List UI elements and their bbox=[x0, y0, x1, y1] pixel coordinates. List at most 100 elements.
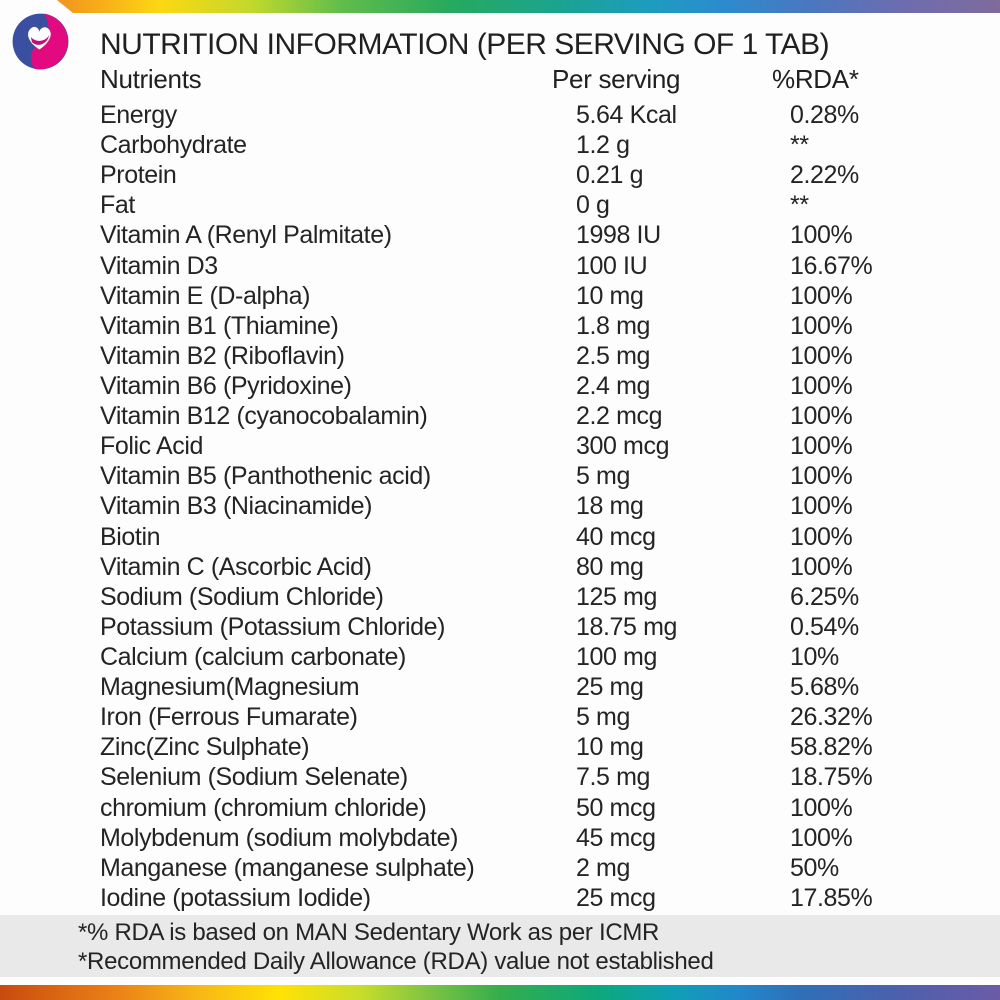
table-row: Vitamin D3 100 IU 16.67% bbox=[100, 251, 900, 280]
nutrient-name: Manganese (manganese sulphate) bbox=[100, 853, 475, 882]
table-row: Carbohydrate 1.2 g ** bbox=[100, 131, 900, 160]
rainbow-top-bar bbox=[57, 0, 1000, 13]
col-header-rda: %RDA* bbox=[772, 64, 859, 94]
nutrient-rda: 6.25% bbox=[790, 582, 859, 611]
nutrient-amount: 100 IU bbox=[576, 251, 648, 280]
nutrient-name: Energy bbox=[100, 101, 177, 129]
table-row: Magnesium(Magnesium 25 mg 5.68% bbox=[100, 673, 900, 702]
nutrient-name: Vitamin B6 (Pyridoxine) bbox=[100, 371, 352, 400]
nutrient-amount: 2.5 mg bbox=[576, 341, 651, 370]
nutrient-amount: 1.8 mg bbox=[576, 311, 651, 340]
nutrient-name: Vitamin B5 (Panthothenic acid) bbox=[100, 462, 431, 491]
table-row: Vitamin B12 (cyanocobalamin) 2.2 mcg 100% bbox=[100, 402, 900, 431]
nutrient-rda: 100% bbox=[790, 281, 853, 310]
nutrient-rda: 18.75% bbox=[790, 763, 873, 792]
nutrient-name: Zinc(Zinc Sulphate) bbox=[100, 733, 310, 762]
col-header-nutrients: Nutrients bbox=[100, 64, 202, 94]
nutrient-amount: 1.2 g bbox=[576, 131, 630, 160]
nutrient-rda: 100% bbox=[790, 432, 853, 461]
nutrient-rda: 26.32% bbox=[790, 703, 873, 732]
nutrient-rda: 17.85% bbox=[790, 883, 873, 912]
nutrient-rda: 10% bbox=[790, 642, 839, 671]
nutrient-amount: 2.2 mcg bbox=[576, 402, 663, 431]
table-row: Iodine (potassium Iodide) 25 mcg 17.85% bbox=[100, 883, 900, 912]
table-row: Energy 5.64 Kcal 0.28% bbox=[100, 101, 900, 129]
nutrient-name: Vitamin B2 (Riboflavin) bbox=[100, 341, 345, 370]
footnote-rda-basis: *% RDA is based on MAN Sedentary Work as… bbox=[78, 919, 660, 946]
table-row: Folic Acid 300 mcg 100% bbox=[100, 432, 900, 461]
table-row: Vitamin C (Ascorbic Acid) 80 mg 100% bbox=[100, 552, 900, 581]
nutrient-rda: 100% bbox=[790, 793, 853, 822]
table-row: Zinc(Zinc Sulphate) 10 mg 58.82% bbox=[100, 733, 900, 762]
nutrient-name: Vitamin B3 (Niacinamide) bbox=[100, 492, 372, 521]
rainbow-bottom-bar bbox=[0, 985, 1000, 1000]
nutrient-rda: 100% bbox=[790, 492, 853, 521]
nutrient-rda: 100% bbox=[790, 462, 853, 491]
nutrient-amount: 50 mcg bbox=[576, 793, 656, 822]
nutrient-name: Vitamin A (Renyl Palmitate) bbox=[100, 221, 392, 250]
nutrient-amount: 18 mg bbox=[576, 492, 644, 521]
table-row: Molybdenum (sodium molybdate) 45 mcg 100% bbox=[100, 823, 900, 852]
nutrient-amount: 25 mg bbox=[576, 673, 644, 702]
nutrient-rda: 2.22% bbox=[790, 161, 859, 190]
nutrient-name: Magnesium(Magnesium bbox=[100, 673, 360, 702]
table-row: Selenium (Sodium Selenate) 7.5 mg 18.75% bbox=[100, 763, 900, 792]
nutrient-name: Molybdenum (sodium molybdate) bbox=[100, 823, 459, 852]
nutrient-amount: 40 mcg bbox=[576, 522, 656, 551]
nutrient-rda: 100% bbox=[790, 552, 853, 581]
table-row: Manganese (manganese sulphate) 2 mg 50% bbox=[100, 853, 900, 882]
brand-heart-logo-icon bbox=[12, 13, 69, 70]
nutrient-amount: 0 g bbox=[576, 191, 610, 220]
nutrient-name: Potassium (Potassium Chloride) bbox=[100, 612, 446, 641]
nutrient-amount: 80 mg bbox=[576, 552, 644, 581]
nutrient-rda: ** bbox=[790, 191, 809, 220]
nutrient-name: Folic Acid bbox=[100, 432, 203, 461]
nutrient-rda: 100% bbox=[790, 311, 853, 340]
page-title: NUTRITION INFORMATION (PER SERVING OF 1 … bbox=[100, 28, 830, 61]
nutrient-amount: 1998 IU bbox=[576, 221, 661, 250]
nutrient-amount: 7.5 mg bbox=[576, 763, 651, 792]
table-row: Calcium (calcium carbonate) 100 mg 10% bbox=[100, 642, 900, 671]
nutrient-rda: 0.28% bbox=[790, 101, 859, 129]
nutrient-name: Sodium (Sodium Chloride) bbox=[100, 582, 384, 611]
nutrient-rda: 0.54% bbox=[790, 612, 859, 641]
nutrient-name: Vitamin B12 (cyanocobalamin) bbox=[100, 402, 428, 431]
nutrient-amount: 2 mg bbox=[576, 853, 630, 882]
nutrient-amount: 300 mcg bbox=[576, 432, 670, 461]
nutrient-rda: 100% bbox=[790, 341, 853, 370]
nutrient-amount: 10 mg bbox=[576, 733, 644, 762]
table-row: Vitamin A (Renyl Palmitate) 1998 IU 100% bbox=[100, 221, 900, 250]
table-row: Vitamin B5 (Panthothenic acid) 5 mg 100% bbox=[100, 462, 900, 491]
heart-logo-icon bbox=[12, 13, 69, 70]
table-row: Vitamin B2 (Riboflavin) 2.5 mg 100% bbox=[100, 341, 900, 370]
nutrient-name: Calcium (calcium carbonate) bbox=[100, 642, 406, 671]
nutrient-name: chromium (chromium chloride) bbox=[100, 793, 427, 822]
table-row: Sodium (Sodium Chloride) 125 mg 6.25% bbox=[100, 582, 900, 611]
nutrient-rda: 5.68% bbox=[790, 673, 859, 702]
table-row: Iron (Ferrous Fumarate) 5 mg 26.32% bbox=[100, 703, 900, 732]
table-row: Biotin 40 mcg 100% bbox=[100, 522, 900, 551]
nutrient-name: Selenium (Sodium Selenate) bbox=[100, 763, 408, 792]
nutrient-rda: 16.67% bbox=[790, 251, 873, 280]
nutrient-amount: 0.21 g bbox=[576, 161, 644, 190]
nutrient-rda: 100% bbox=[790, 402, 853, 431]
nutrient-amount: 10 mg bbox=[576, 281, 644, 310]
nutrient-rda: 50% bbox=[790, 853, 839, 882]
nutrient-amount: 25 mcg bbox=[576, 883, 656, 912]
nutrient-rda: ** bbox=[790, 131, 809, 160]
table-row: Potassium (Potassium Chloride) 18.75 mg 0.… bbox=[100, 612, 900, 641]
nutrient-name: Biotin bbox=[100, 522, 161, 551]
footnote-band: *% RDA is based on MAN Sedentary Work as… bbox=[0, 915, 1000, 977]
table-row: Protein 0.21 g 2.22% bbox=[100, 161, 900, 190]
nutrient-amount: 125 mg bbox=[576, 582, 657, 611]
nutrient-rda: 58.82% bbox=[790, 733, 873, 762]
nutrient-name: Iron (Ferrous Fumarate) bbox=[100, 703, 358, 732]
nutrient-name: Fat bbox=[100, 191, 135, 220]
nutrient-amount: 2.4 mg bbox=[576, 371, 651, 400]
nutrient-amount: 5.64 Kcal bbox=[576, 101, 677, 129]
nutrient-name: Iodine (potassium Iodide) bbox=[100, 883, 371, 912]
table-row: Vitamin E (D-alpha) 10 mg 100% bbox=[100, 281, 900, 310]
nutrient-name: Vitamin D3 bbox=[100, 251, 218, 280]
nutrient-rda: 100% bbox=[790, 221, 853, 250]
nutrient-amount: 18.75 mg bbox=[576, 612, 678, 641]
